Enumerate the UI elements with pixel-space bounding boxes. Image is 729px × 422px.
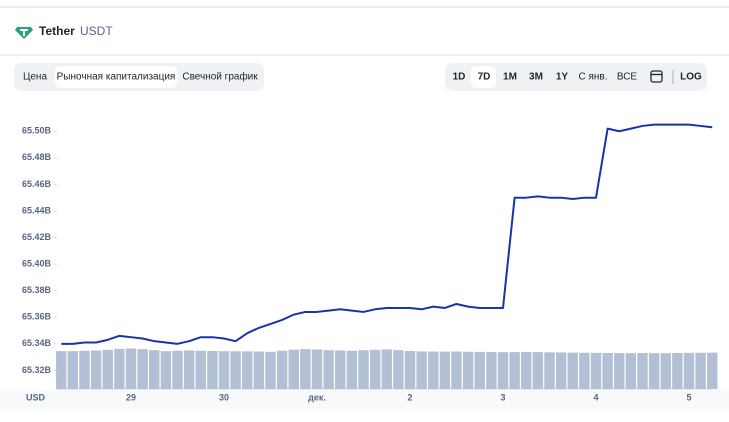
volume-bar: [172, 350, 183, 389]
volume-bar: [102, 349, 113, 389]
range-button[interactable]: ВСЕ: [617, 72, 638, 83]
y-tick-label: 65.32B: [22, 365, 52, 375]
volume-bar: [230, 351, 241, 389]
range-button[interactable]: 7D: [478, 72, 491, 83]
tab[interactable]: Рыночная капитализация: [57, 72, 176, 83]
volume-bar: [695, 352, 706, 389]
volume-bar: [393, 350, 404, 389]
volume-bar: [404, 351, 416, 389]
price-line: [61, 123, 713, 345]
log-button[interactable]: LOG: [680, 72, 702, 83]
range-button[interactable]: 1D: [453, 72, 466, 83]
volume-bar: [183, 350, 195, 389]
y-tick-label: 65.50B: [22, 126, 52, 136]
header-divider: [0, 54, 729, 56]
range-button[interactable]: 3M: [529, 72, 543, 83]
volume-bar: [707, 352, 718, 389]
volume-bar: [521, 351, 532, 389]
volume-bar: [428, 351, 439, 389]
volume-bar: [369, 349, 381, 389]
volume-bar: [416, 351, 427, 389]
volume-bar: [648, 353, 660, 389]
volume-bar: [637, 352, 648, 389]
volume-bar: [509, 352, 520, 389]
volume-bar: [253, 351, 265, 389]
calendar-icon[interactable]: [650, 70, 663, 83]
volume-bar: [660, 353, 671, 389]
volume-bar: [614, 353, 625, 389]
coin-symbol: USDT: [80, 24, 113, 38]
currency-label: USD: [26, 392, 46, 402]
volume-bar: [335, 350, 346, 389]
volume-bar: [242, 351, 253, 389]
logo: [15, 27, 33, 39]
volume-bar: [149, 350, 160, 389]
volume-bar: [497, 352, 509, 389]
volume-bar: [160, 351, 172, 389]
range-button[interactable]: 1Y: [556, 72, 569, 83]
volume-bar: [590, 352, 602, 389]
volume-bar: [486, 352, 497, 389]
x-tick-label: дек.: [308, 392, 326, 402]
volume-bar: [79, 350, 90, 389]
volume-bar: [90, 350, 102, 389]
x-tick-label: 4: [593, 392, 598, 402]
volume-bar: [462, 351, 474, 389]
volume-bar: [532, 352, 544, 389]
volume-bar: [323, 350, 334, 389]
volume-bar: [439, 351, 451, 389]
volume-bar: [218, 351, 230, 389]
volume-bar: [114, 348, 125, 389]
x-tick-label: 5: [686, 392, 691, 402]
y-tick-label: 65.34B: [22, 338, 52, 348]
x-tick-label: 29: [126, 392, 136, 402]
coin-name: Tether: [39, 24, 75, 38]
x-axis-band: [0, 389, 729, 411]
y-tick-label: 65.46B: [22, 179, 52, 189]
volume-bar: [67, 351, 79, 389]
y-tick-label: 65.44B: [22, 205, 52, 215]
volume-bar: [288, 349, 299, 389]
volume-bar: [346, 350, 358, 389]
volume-bar: [683, 352, 695, 389]
volume-bar: [207, 351, 218, 389]
volume-bar: [451, 351, 462, 389]
x-tick-label: 30: [219, 392, 229, 402]
volume-bar: [276, 350, 288, 389]
volume-bar: [137, 349, 148, 389]
volume-bar: [358, 350, 369, 389]
plot: 65.32B 65.34B 65.36B 65.38B 65.40B 65.42B 65.4…: [22, 123, 718, 402]
volume-bar: [125, 348, 137, 389]
x-tick-label: 2: [407, 392, 412, 402]
tab-selected-bg: [55, 66, 177, 88]
y-tick-label: 65.48B: [22, 152, 52, 162]
volume-bar: [56, 351, 67, 389]
volume-bar: [555, 352, 567, 389]
volume-bar: [265, 351, 276, 389]
volume-bar: [544, 352, 555, 389]
y-tick-label: 65.42B: [22, 232, 52, 242]
range-selected-bg: [471, 66, 496, 88]
range-group: [445, 63, 707, 91]
volume-bar: [474, 351, 485, 389]
x-tick-label: 3: [500, 392, 505, 402]
volume-bar: [300, 349, 311, 389]
volume-bar: [195, 350, 206, 389]
volume-bar: [579, 352, 590, 389]
volume-bar: [672, 352, 683, 389]
range-button[interactable]: 1M: [503, 72, 517, 83]
volume-bar: [625, 353, 637, 389]
y-tick-label: 65.38B: [22, 285, 52, 295]
y-tick-label: 65.36B: [22, 312, 52, 322]
volume-bar: [567, 352, 578, 389]
tab[interactable]: Цена: [23, 72, 47, 83]
volume-bar: [311, 349, 323, 389]
range-button[interactable]: С янв.: [578, 72, 607, 83]
tab[interactable]: Свечной график: [182, 71, 258, 83]
volume-bar: [602, 352, 613, 389]
volume-bar: [381, 349, 392, 389]
y-tick-label: 65.40B: [22, 258, 52, 268]
